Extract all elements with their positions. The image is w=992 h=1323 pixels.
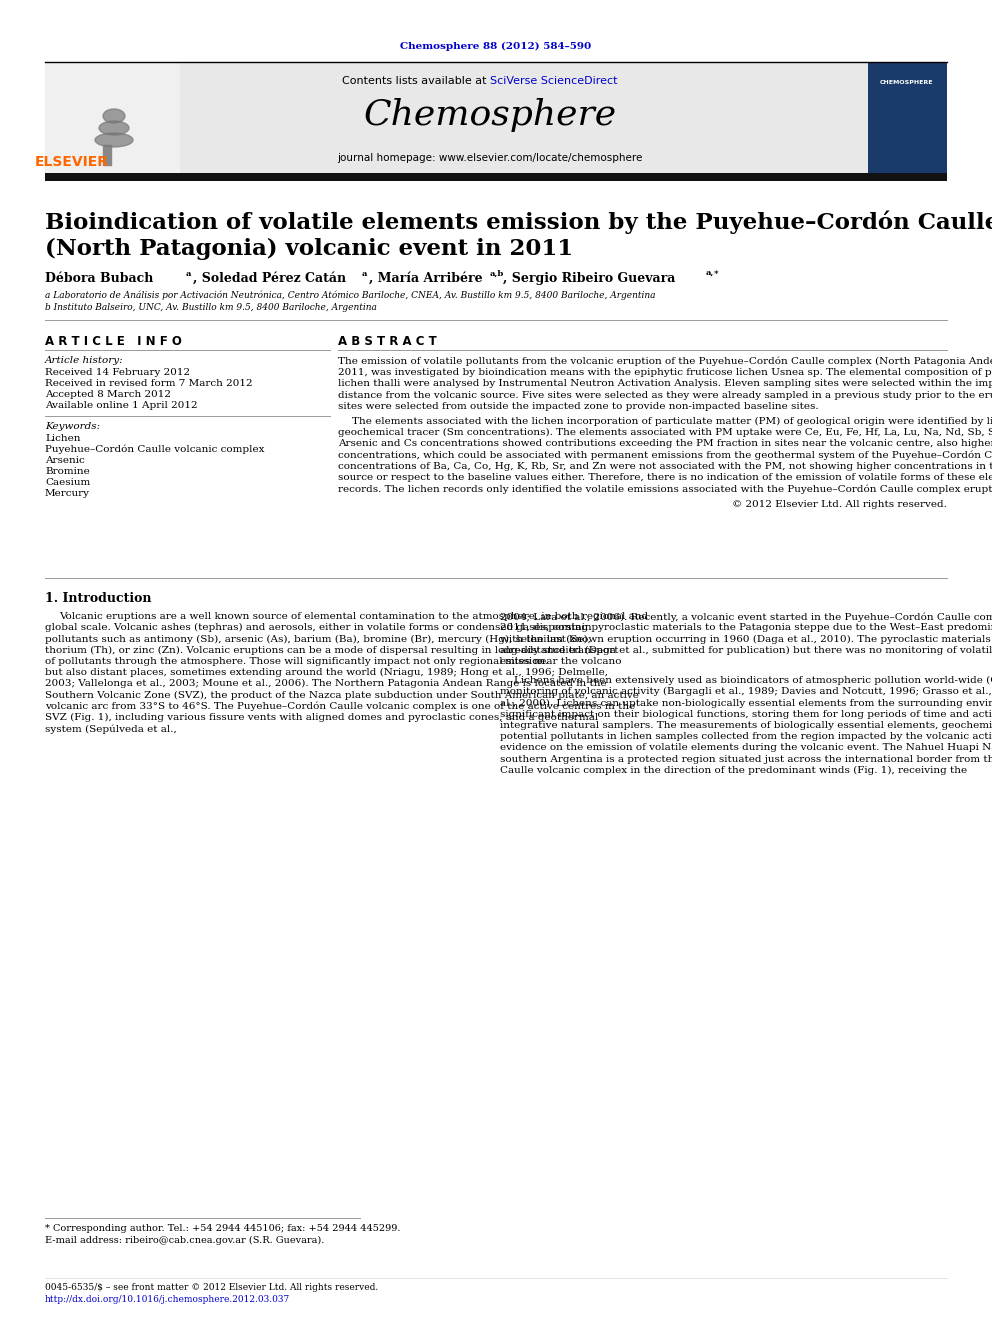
Text: SVZ (Fig. 1), including various fissure vents with aligned domes and pyroclastic: SVZ (Fig. 1), including various fissure … <box>45 713 598 722</box>
Text: integrative natural samplers. The measurements of biologically essential element: integrative natural samplers. The measur… <box>500 721 992 730</box>
Text: A B S T R A C T: A B S T R A C T <box>338 335 436 348</box>
Text: , Soledad Pérez Catán: , Soledad Pérez Catán <box>193 273 346 284</box>
Text: ELSEVIER: ELSEVIER <box>35 155 109 169</box>
Text: Keywords:: Keywords: <box>45 422 100 431</box>
Text: © 2012 Elsevier Ltd. All rights reserved.: © 2012 Elsevier Ltd. All rights reserved… <box>732 500 947 509</box>
Text: b Instituto Balseiro, UNC, Av. Bustillo km 9.5, 8400 Bariloche, Argentina: b Instituto Balseiro, UNC, Av. Bustillo … <box>45 303 377 312</box>
Text: 1. Introduction: 1. Introduction <box>45 591 152 605</box>
Text: system (Sepúlveda et al.,: system (Sepúlveda et al., <box>45 724 177 733</box>
Text: but also distant places, sometimes extending around the world (Nriagu, 1989; Hon: but also distant places, sometimes exten… <box>45 668 608 677</box>
Text: Received 14 February 2012: Received 14 February 2012 <box>45 368 190 377</box>
Text: a: a <box>362 270 367 278</box>
Bar <box>45 173 947 181</box>
Text: SciVerse ScienceDirect: SciVerse ScienceDirect <box>490 75 617 86</box>
Text: CHEMOSPHERE: CHEMOSPHERE <box>880 79 933 85</box>
Text: Contents lists available at: Contents lists available at <box>342 75 490 86</box>
Text: Available online 1 April 2012: Available online 1 April 2012 <box>45 401 197 410</box>
Text: lichen thalli were analysed by Instrumental Neutron Activation Analysis. Eleven : lichen thalli were analysed by Instrumen… <box>338 380 992 389</box>
Text: already studied (Daga et al., submitted for publication) but there was no monito: already studied (Daga et al., submitted … <box>500 646 992 655</box>
Text: The emission of volatile pollutants from the volcanic eruption of the Puyehue–Co: The emission of volatile pollutants from… <box>338 357 992 366</box>
Text: A R T I C L E   I N F O: A R T I C L E I N F O <box>45 335 182 348</box>
Text: Bioindication of volatile elements emission by the Puyehue–Cordón Caulle: Bioindication of volatile elements emiss… <box>45 210 992 233</box>
Text: Caulle volcanic complex in the direction of the predominant winds (Fig. 1), rece: Caulle volcanic complex in the direction… <box>500 766 967 775</box>
Text: potential pollutants in lichen samples collected from the region impacted by the: potential pollutants in lichen samples c… <box>500 732 992 741</box>
Bar <box>868 64 947 173</box>
Text: Southern Volcanic Zone (SVZ), the product of the Nazca plate subduction under So: Southern Volcanic Zone (SVZ), the produc… <box>45 691 639 700</box>
Text: The elements associated with the lichen incorporation of particulate matter (PM): The elements associated with the lichen … <box>352 417 992 426</box>
Text: http://dx.doi.org/10.1016/j.chemosphere.2012.03.037: http://dx.doi.org/10.1016/j.chemosphere.… <box>45 1295 291 1304</box>
Text: (North Patagonia) volcanic event in 2011: (North Patagonia) volcanic event in 2011 <box>45 238 573 261</box>
Text: sites were selected from outside the impacted zone to provide non-impacted basel: sites were selected from outside the imp… <box>338 402 818 411</box>
Text: journal homepage: www.elsevier.com/locate/chemosphere: journal homepage: www.elsevier.com/locat… <box>337 153 643 163</box>
Text: of pollutants through the atmosphere. Those will significantly impact not only r: of pollutants through the atmosphere. Th… <box>45 656 622 665</box>
Text: emission.: emission. <box>500 656 550 665</box>
Text: Arsenic: Arsenic <box>45 456 84 464</box>
Text: 2011, dispersing pyroclastic materials to the Patagonia steppe due to the West–E: 2011, dispersing pyroclastic materials t… <box>500 623 992 632</box>
Text: southern Argentina is a protected region situated just across the international : southern Argentina is a protected region… <box>500 754 992 763</box>
Text: 2004; Lara et al., 2006). Recently, a volcanic event started in the Puyehue–Cord: 2004; Lara et al., 2006). Recently, a vo… <box>500 613 992 622</box>
Text: monitoring of volcanic activity (Bargagli et al., 1989; Davies and Notcutt, 1996: monitoring of volcanic activity (Bargagl… <box>500 687 992 696</box>
Text: Received in revised form 7 March 2012: Received in revised form 7 March 2012 <box>45 378 253 388</box>
Text: 0045-6535/$ – see front matter © 2012 Elsevier Ltd. All rights reserved.: 0045-6535/$ – see front matter © 2012 El… <box>45 1283 378 1293</box>
Text: Caesium: Caesium <box>45 478 90 487</box>
Text: 2003; Vallelonga et al., 2003; Moune et al., 2006). The Northern Patagonia Andea: 2003; Vallelonga et al., 2003; Moune et … <box>45 679 607 688</box>
Ellipse shape <box>99 120 129 135</box>
Text: , María Arribére: , María Arribére <box>369 273 483 284</box>
Bar <box>45 64 947 173</box>
Text: geochemical tracer (Sm concentrations). The elements associated with PM uptake w: geochemical tracer (Sm concentrations). … <box>338 429 992 438</box>
Text: Débora Bubach: Débora Bubach <box>45 273 154 284</box>
Ellipse shape <box>95 134 133 147</box>
Text: concentrations of Ba, Ca, Co, Hg, K, Rb, Sr, and Zn were not associated with the: concentrations of Ba, Ca, Co, Hg, K, Rb,… <box>338 462 992 471</box>
Text: E-mail address: ribeiro@cab.cnea.gov.ar (S.R. Guevara).: E-mail address: ribeiro@cab.cnea.gov.ar … <box>45 1236 324 1245</box>
Text: Lichens have been extensively used as bioindicators of atmospheric pollution wor: Lichens have been extensively used as bi… <box>514 676 992 685</box>
Text: Lichen: Lichen <box>45 434 80 443</box>
Text: a Laboratorio de Análisis por Activación Neutrónica, Centro Atómico Bariloche, C: a Laboratorio de Análisis por Activación… <box>45 291 656 300</box>
Text: al., 2000). Lichens can uptake non-biologically essential elements from the surr: al., 2000). Lichens can uptake non-biolo… <box>500 699 992 708</box>
Text: Puyehue–Cordón Caulle volcanic complex: Puyehue–Cordón Caulle volcanic complex <box>45 445 265 455</box>
Text: concentrations, which could be associated with permanent emissions from the geot: concentrations, which could be associate… <box>338 451 992 460</box>
Text: Chemosphere 88 (2012) 584–590: Chemosphere 88 (2012) 584–590 <box>401 42 591 52</box>
Bar <box>45 64 180 173</box>
Text: a: a <box>186 270 191 278</box>
Text: Accepted 8 March 2012: Accepted 8 March 2012 <box>45 390 171 400</box>
Text: with the last known eruption occurring in 1960 (Daga et al., 2010). The pyroclas: with the last known eruption occurring i… <box>500 635 992 643</box>
Text: Article history:: Article history: <box>45 356 124 365</box>
Text: a,∗: a,∗ <box>706 270 720 278</box>
Text: Bromine: Bromine <box>45 467 89 476</box>
Text: significant impact on their biological functions, storing them for long periods : significant impact on their biological f… <box>500 709 992 718</box>
Text: records. The lichen records only identified the volatile emissions associated wi: records. The lichen records only identif… <box>338 484 992 493</box>
Text: pollutants such as antimony (Sb), arsenic (As), barium (Ba), bromine (Br), mercu: pollutants such as antimony (Sb), arseni… <box>45 635 591 643</box>
Text: thorium (Th), or zinc (Zn). Volcanic eruptions can be a mode of dispersal result: thorium (Th), or zinc (Zn). Volcanic eru… <box>45 646 618 655</box>
Text: volcanic arc from 33°S to 46°S. The Puyehue–Cordón Caulle volcanic complex is on: volcanic arc from 33°S to 46°S. The Puye… <box>45 701 635 710</box>
Text: Arsenic and Cs concentrations showed contributions exceeding the PM fraction in : Arsenic and Cs concentrations showed con… <box>338 439 992 448</box>
Text: , Sergio Ribeiro Guevara: , Sergio Ribeiro Guevara <box>503 273 676 284</box>
Text: Mercury: Mercury <box>45 490 90 497</box>
Ellipse shape <box>103 108 125 123</box>
Text: Volcanic eruptions are a well known source of elemental contamination to the atm: Volcanic eruptions are a well known sour… <box>59 613 648 620</box>
Text: 2011, was investigated by bioindication means with the epiphytic fruticose liche: 2011, was investigated by bioindication … <box>338 368 992 377</box>
Bar <box>103 146 111 165</box>
Text: global scale. Volcanic ashes (tephras) and aerosols, either in volatile forms or: global scale. Volcanic ashes (tephras) a… <box>45 623 591 632</box>
Text: Chemosphere: Chemosphere <box>363 98 617 132</box>
Text: evidence on the emission of volatile elements during the volcanic event. The Nah: evidence on the emission of volatile ele… <box>500 744 992 753</box>
Text: a,b: a,b <box>490 270 504 278</box>
Text: * Corresponding author. Tel.: +54 2944 445106; fax: +54 2944 445299.: * Corresponding author. Tel.: +54 2944 4… <box>45 1224 401 1233</box>
Text: source or respect to the baseline values either. Therefore, there is no indicati: source or respect to the baseline values… <box>338 474 992 482</box>
Text: distance from the volcanic source. Five sites were selected as they were already: distance from the volcanic source. Five … <box>338 390 992 400</box>
